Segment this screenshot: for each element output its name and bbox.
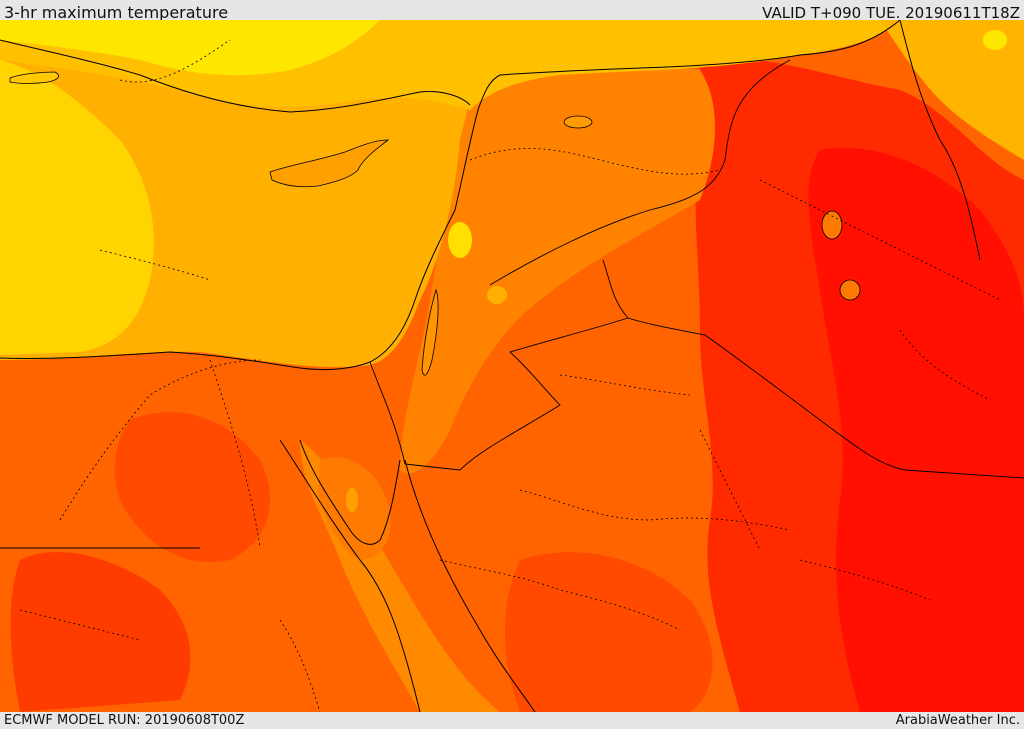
coastlines	[0, 20, 981, 712]
warm-zone-levant	[400, 65, 715, 474]
turkey-coolest	[0, 20, 380, 76]
cyprus-island	[269, 139, 390, 188]
hotspot-north-east	[983, 30, 1007, 50]
model-run-label: ECMWF MODEL RUN: 20190608T00Z	[4, 713, 245, 728]
hot-patch-egypt	[10, 551, 191, 712]
hotspot-jordan	[487, 286, 507, 304]
hottest-core	[808, 148, 1024, 712]
footer-bar: ECMWF MODEL RUN: 20190608T00Z ArabiaWeat…	[0, 712, 1024, 729]
north-east-cool	[880, 20, 1024, 160]
dead-sea	[421, 288, 439, 376]
hot-patch-sinai-south	[114, 412, 270, 562]
lake-habbaniyah	[839, 279, 861, 301]
province-borders	[19, 39, 1001, 712]
temperature-map	[0, 20, 1024, 712]
lake-tharthar	[821, 210, 843, 240]
crete-island	[9, 71, 59, 84]
credit-label: ArabiaWeather Inc.	[895, 713, 1020, 728]
west-med-cool	[0, 60, 154, 355]
map-canvas	[0, 20, 1024, 712]
national-borders	[0, 59, 1024, 549]
hot-patch-arabia	[505, 552, 713, 712]
hotspot-lebanon	[448, 222, 472, 258]
hotspot-sinai	[346, 488, 358, 512]
lake-assad	[563, 115, 593, 129]
map-title: 3-hr maximum temperature	[4, 3, 229, 22]
header-bar: 3-hr maximum temperature VALID T+090 TUE…	[0, 0, 1024, 22]
valid-time-label: VALID T+090 TUE. 20190611T18Z	[762, 4, 1020, 22]
